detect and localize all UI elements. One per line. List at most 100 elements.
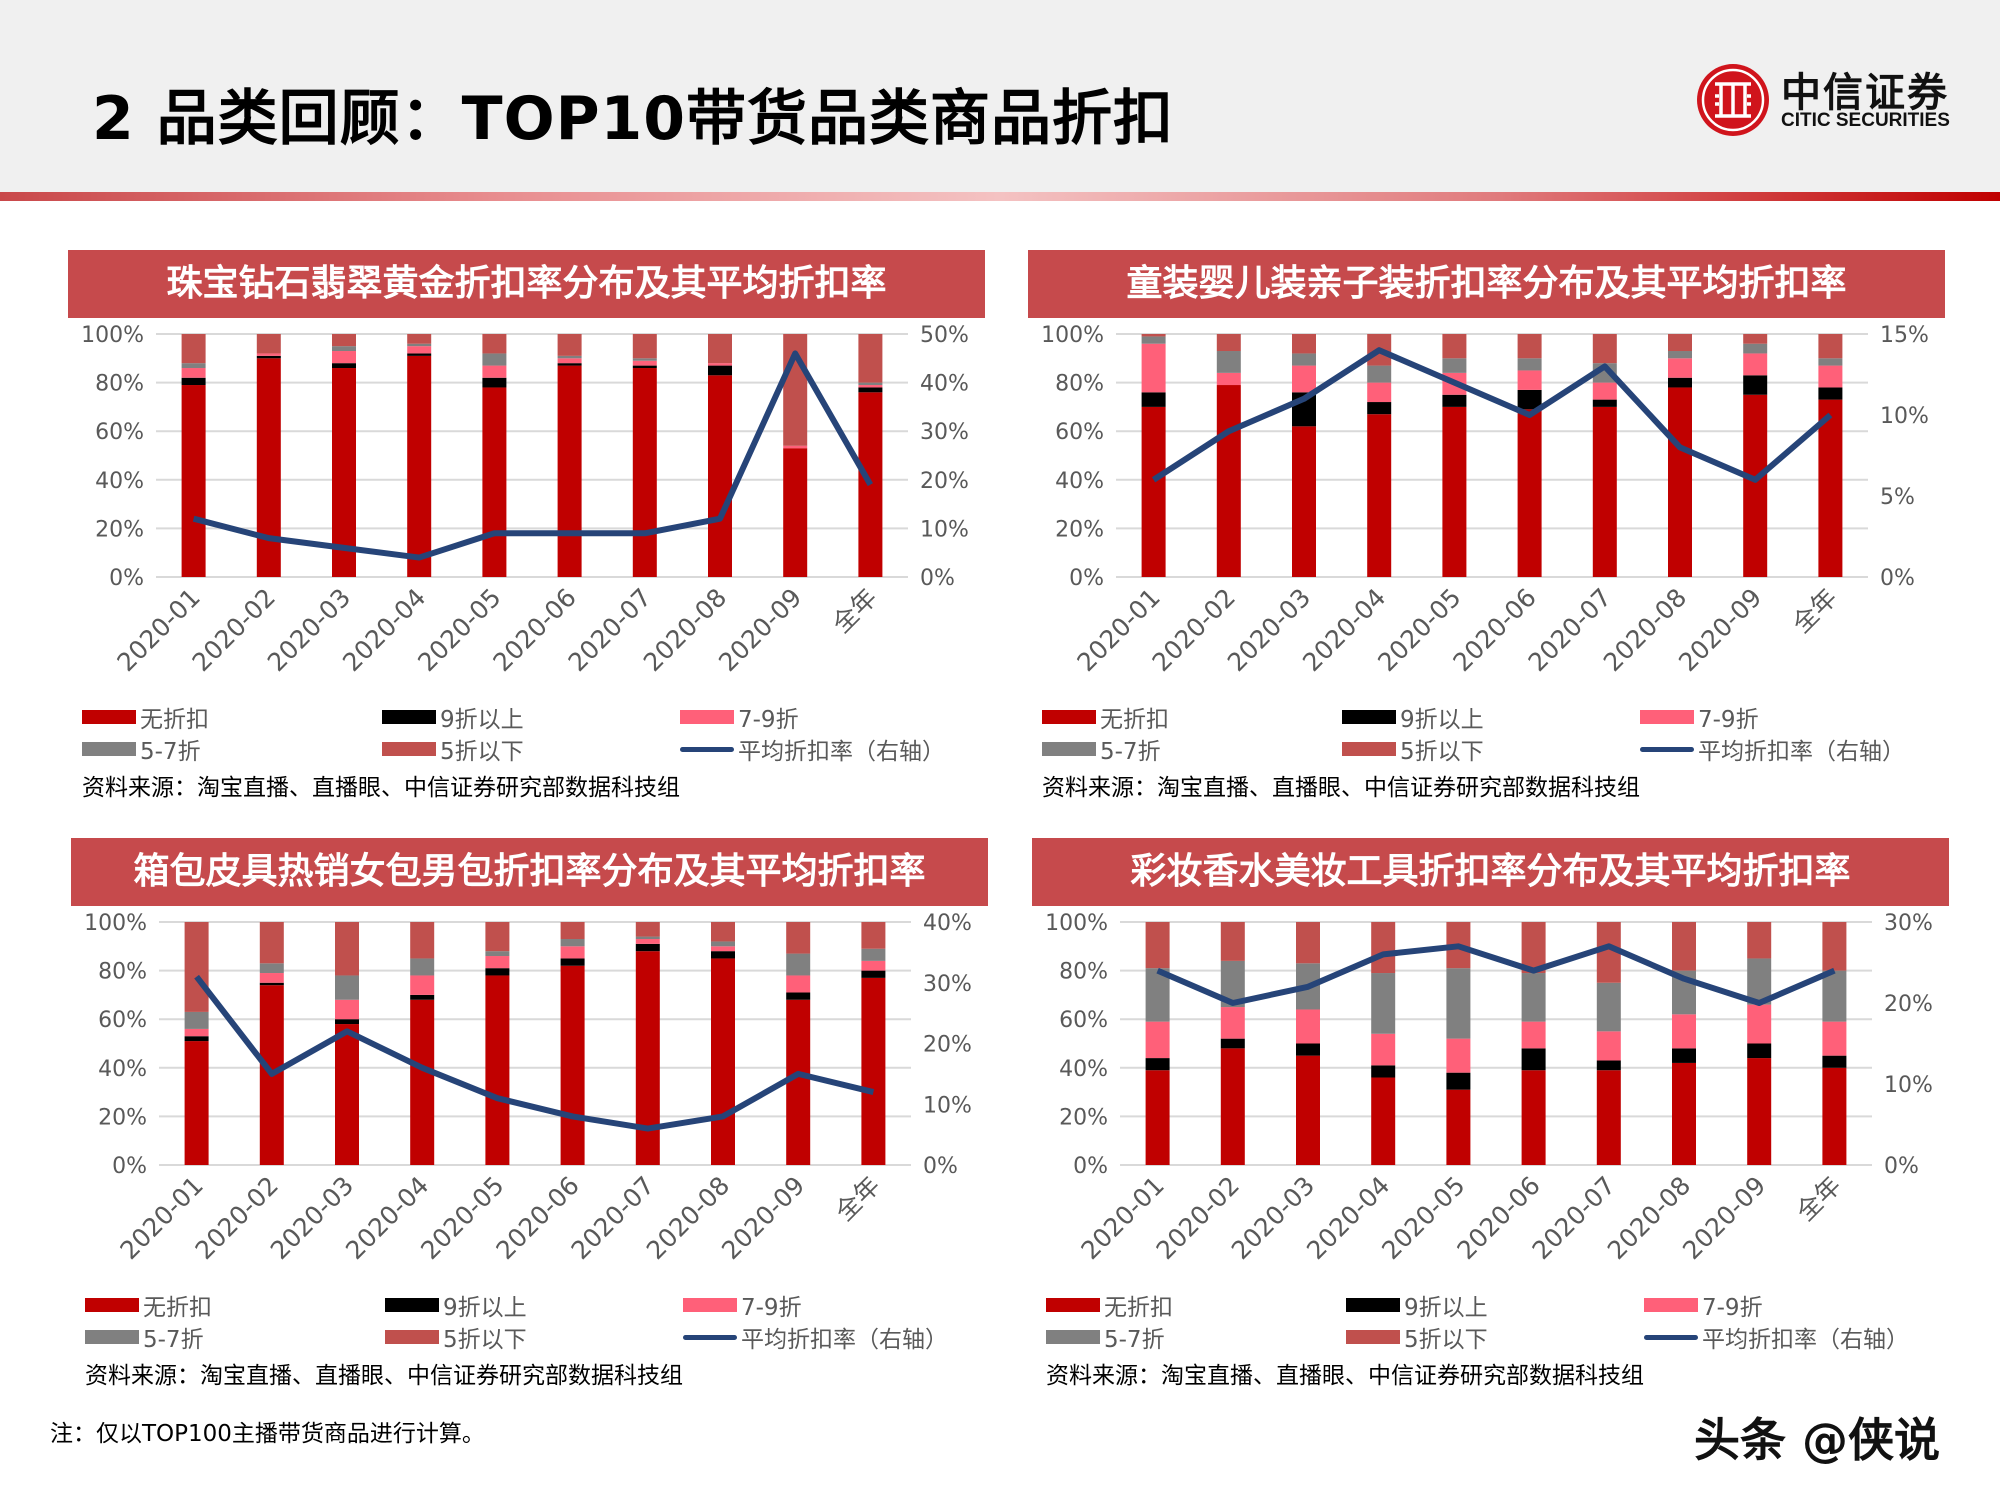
avg-discount-line [1151,347,1833,483]
bar-segment-below-50 [786,922,811,954]
bar-segment-above-90 [410,994,435,1000]
y-tick-label: 20% [1059,1105,1108,1130]
bar-segment-below-50 [184,922,209,1012]
bar-segment-below-50 [1292,334,1316,354]
bar-segment-above-90 [861,970,886,978]
bar-segment-70-90 [256,353,281,356]
bar-segment-70-90 [1672,1014,1696,1049]
y-tick-label: 40% [1055,469,1104,494]
bar-segment-50-70 [1216,351,1241,373]
chart-title: 箱包皮具热销女包男包折扣率分布及其平均折扣率 [71,838,988,906]
bar-segment-50-70 [560,939,585,947]
bar-segment-50-70 [1521,973,1546,1022]
chart-svg: 0%20%40%60%80%100%0%10%20%30%40%2020-012… [84,911,972,1265]
bar-segment-below-50 [1592,334,1617,364]
bar-segment-70-90 [632,360,657,366]
y-tick-label: 0% [109,566,144,591]
bar-segment-above-90 [786,992,811,1000]
y-tick-label: 100% [1041,323,1104,348]
legend-swatch [382,710,436,724]
legend-swatch [82,710,136,724]
bar-segment-50-70 [1446,968,1471,1039]
bar-segment-70-90 [1292,365,1316,393]
bar-segment-above-90 [256,355,281,359]
chart-title: 彩妆香水美妆工具折扣率分布及其平均折扣率 [1032,838,1949,906]
avg-discount-line [194,974,875,1132]
bar-segment-above-90 [1220,1038,1245,1049]
page-title: 2 品类回顾：TOP10带货品类商品折扣 [92,84,1175,154]
legend-label: 平均折扣率（右轴） [738,739,945,765]
bar-segment-above-90 [1818,387,1843,400]
legend-label: 9折以上 [1404,1295,1488,1321]
legend-swatch [1046,1330,1100,1344]
legend-item-above-90: 9折以上 [1346,1290,1488,1321]
bar-segment-50-70 [711,941,735,947]
legend-label: 平均折扣率（右轴） [741,1327,948,1353]
y-tick-label: 80% [1059,960,1108,985]
chart-legend: 无折扣 9折以上 7-9折 5-7折 5折以下 平均折扣率（右轴） [1046,1290,1946,1360]
legend-swatch [1046,1298,1100,1312]
bar-segment-70-90 [1668,358,1692,378]
legend-item-above-90: 9折以上 [382,702,524,733]
bar-segment-70-90 [335,999,359,1020]
legend-swatch [1342,710,1396,724]
bar-segment-above-90 [1145,1058,1170,1071]
bar-segment-above-90 [708,365,732,376]
bar-segment-no-discount [1371,1077,1396,1165]
footnote: 注：仅以TOP100主播带货商品进行计算。 [50,1421,485,1447]
bar-segment-no-discount [557,365,582,577]
legend-item-avg-line: 平均折扣率（右轴） [683,1322,948,1353]
bar-segment-below-50 [259,922,284,964]
bar-segment-below-50 [407,334,432,344]
bar-segment-50-70 [1517,358,1542,371]
bar-segment-70-90 [332,351,356,364]
bar-segment-50-70 [407,343,432,347]
y2-tick-label: 10% [923,1093,972,1118]
bar-segment-above-90 [1747,1043,1772,1059]
bar-segment-no-discount [711,958,735,1165]
bar-segment-below-50 [1145,922,1170,969]
bar-segment-70-90 [1818,365,1843,388]
bar-segment-above-90 [1517,389,1542,410]
legend-item-no-discount: 无折扣 [85,1290,212,1321]
legend-swatch [385,1330,439,1344]
bar-segment-above-90 [1442,394,1467,407]
bar-segment-below-50 [1818,334,1843,359]
bar-segment-below-50 [557,334,582,356]
bar-segment-70-90 [1596,1031,1621,1061]
legend-label: 5-7折 [140,739,201,765]
bar-segment-above-90 [557,363,582,366]
bar-segment-70-90 [1521,1021,1546,1049]
legend-item-50-70: 5-7折 [1046,1322,1165,1353]
chart-legend: 无折扣 9折以上 7-9折 5-7折 5折以下 平均折扣率（右轴） [85,1290,985,1360]
bar-segment-above-90 [1446,1072,1471,1090]
bar-segment-no-discount [1296,1055,1320,1165]
legend-swatch [1640,746,1694,752]
legend-item-70-90: 7-9折 [683,1290,802,1321]
bar-segment-70-90 [259,973,284,983]
bar-segment-50-70 [557,355,582,359]
bar-segment-below-50 [1668,334,1692,352]
bar-segment-50-70 [1367,365,1392,383]
x-tick-label: 全年 [1787,583,1843,639]
legend-item-50-70: 5-7折 [82,734,201,765]
legend-item-below-50: 5折以下 [385,1322,527,1353]
bar-segment-50-70 [181,363,206,369]
bar-segment-no-discount [1442,406,1467,577]
bar-segment-70-90 [482,365,507,378]
bar-segment-above-90 [332,363,356,369]
legend-item-50-70: 5-7折 [1042,734,1161,765]
bar-segment-50-70 [332,346,356,352]
bar-segment-above-90 [335,1019,359,1025]
legend-label: 5折以下 [443,1327,527,1353]
legend-item-below-50: 5折以下 [382,734,524,765]
avg-discount-line [192,350,874,561]
y2-tick-label: 0% [923,1154,958,1179]
bar-segment-50-70 [1596,982,1621,1032]
bar-segment-no-discount [1521,1070,1546,1165]
y2-tick-label: 0% [920,566,955,591]
bar-segment-70-90 [711,946,735,952]
bar-segment-70-90 [1220,1007,1245,1039]
bar-segment-below-50 [1141,334,1166,337]
legend-label: 平均折扣率（右轴） [1702,1327,1909,1353]
